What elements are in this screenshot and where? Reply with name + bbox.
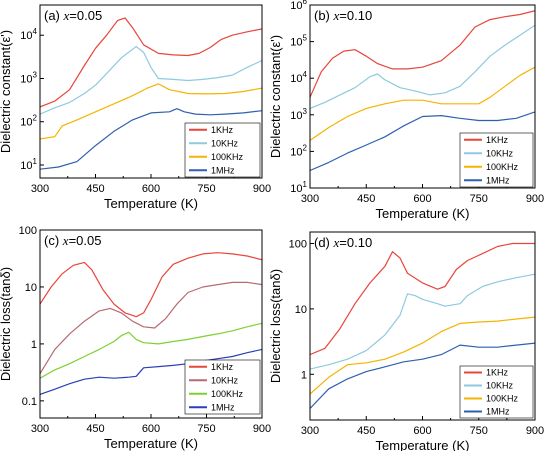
y-tick-label: 103 (290, 107, 307, 122)
series-line-10khz (310, 273, 535, 370)
x-tick-label: 600 (413, 193, 431, 205)
series-line-10khz (40, 45, 262, 115)
legend-entry-label: 1KHz (211, 362, 234, 372)
legend-entry-label: 1KHz (486, 368, 509, 378)
legend-entry-label: 1KHz (486, 135, 509, 145)
legend-entry-label: 1KHz (211, 125, 234, 135)
chart-panel-1: 300 450 600 750 900 101 102 103 104 Temperature (… (0, 4, 271, 211)
x-tick-label: 450 (357, 425, 375, 437)
x-tick-label: 600 (413, 425, 431, 437)
y-tick-label: 0.1 (22, 396, 37, 408)
y-tick-label: 10 (25, 282, 37, 294)
series-line-1khz (40, 252, 262, 318)
x-tick-label: 300 (31, 183, 49, 195)
x-tick-label: 300 (301, 193, 319, 205)
legend: 1KHz 10KHz 100KHz 1MHz (459, 132, 534, 188)
x-tick-label: 450 (86, 183, 104, 195)
x-axis-title: Temperature (K) (104, 436, 198, 451)
x-tick-label: 900 (526, 425, 544, 437)
legend: 1KHz 10KHz 100KHz 1MHz (459, 365, 534, 419)
legend-box (184, 122, 261, 178)
x-tick-label: 900 (526, 193, 544, 205)
legend-entry-label: 10KHz (211, 375, 239, 385)
legend-entry-label: 1MHz (486, 175, 510, 185)
legend-box (184, 359, 261, 415)
panel-label: (d) x=0.10 (314, 235, 372, 250)
y-tick-label: 104 (290, 70, 307, 85)
legend-entry-label: 1MHz (486, 407, 510, 417)
x-tick-label: 300 (31, 423, 49, 435)
chart-panel-2: 300 450 600 750 900 101 102 103 104 105 106 Tempera… (268, 0, 544, 221)
y-tick-label: 105 (290, 34, 307, 49)
x-tick-label: 750 (197, 183, 215, 195)
legend-box (459, 365, 534, 419)
legend: 1KHz 10KHz 100KHz 1MHz (184, 359, 261, 415)
x-tick-label: 900 (253, 423, 271, 435)
x-axis-title: Temperature (K) (104, 196, 198, 211)
legend-entry-label: 10KHz (486, 381, 514, 391)
x-tick-label: 600 (142, 423, 160, 435)
legend-entry-label: 100KHz (486, 162, 519, 172)
panel-label: (c) x=0.05 (44, 233, 101, 248)
series-line-1mhz (40, 108, 262, 170)
y-tick-label: 101 (290, 180, 307, 195)
x-tick-label: 750 (197, 423, 215, 435)
y-axis-title: Dielectric constant(ε') (268, 35, 283, 158)
y-tick-label: 10 (295, 304, 307, 316)
chart-panel-3: 300 450 600 750 900 0.1 1 10 100 Temperature (K) D… (0, 225, 271, 451)
y-axis-title: Dielectric constant(ε') (0, 30, 13, 153)
legend-entry-label: 100KHz (486, 394, 519, 404)
y-tick-label: 103 (20, 70, 37, 85)
series-line-100khz (40, 322, 262, 379)
legend-entry-label: 100KHz (211, 389, 244, 399)
x-axis-title: Temperature (K) (376, 206, 470, 221)
y-tick-label: 106 (290, 0, 307, 12)
x-tick-label: 300 (301, 425, 319, 437)
legend-entry-label: 1MHz (211, 402, 235, 412)
y-tick-label: 104 (20, 27, 37, 42)
x-tick-label: 600 (142, 183, 160, 195)
x-tick-label: 450 (357, 193, 375, 205)
panel-label: (b) x=0.10 (314, 8, 372, 23)
x-tick-label: 450 (86, 423, 104, 435)
panel-label: (a) x=0.05 (44, 8, 102, 23)
y-tick-label: 1 (31, 339, 37, 351)
series-line-1khz (310, 10, 535, 98)
legend-box (459, 132, 534, 188)
series-line-1khz (310, 242, 535, 356)
x-tick-label: 900 (253, 183, 271, 195)
legend-entry-label: 10KHz (211, 138, 239, 148)
series-line-1mhz (40, 348, 262, 395)
y-tick-label: 102 (20, 114, 37, 129)
series-line-100khz (310, 66, 535, 141)
legend-entry-label: 10KHz (486, 148, 514, 158)
series-line-1mhz (310, 111, 535, 172)
legend-entry-label: 1MHz (211, 165, 235, 175)
series-line-100khz (40, 83, 262, 140)
y-tick-label: 100 (19, 225, 37, 237)
y-tick-label: 1 (301, 369, 307, 381)
series-line-100khz (310, 316, 535, 395)
legend: 1KHz 10KHz 100KHz 1MHz (184, 122, 261, 178)
series-line-10khz (40, 281, 262, 375)
y-tick-label: 101 (20, 157, 37, 172)
x-tick-label: 750 (470, 193, 488, 205)
series-line-10khz (310, 24, 535, 109)
x-axis-title: Temperature (K) (376, 438, 470, 451)
y-axis-title: Dielectric loss(tanδ) (0, 267, 13, 381)
y-axis-title: Dielectric loss(tanδ) (268, 269, 283, 383)
series-line-1mhz (310, 342, 535, 409)
legend-entry-label: 100KHz (211, 152, 244, 162)
x-tick-label: 750 (470, 425, 488, 437)
series-line-1khz (40, 17, 262, 108)
y-tick-label: 100 (289, 239, 307, 251)
y-tick-label: 102 (290, 143, 307, 158)
chart-panel-4: 300 450 600 750 900 1 10 100 Temperature (K) Diel… (268, 231, 544, 451)
